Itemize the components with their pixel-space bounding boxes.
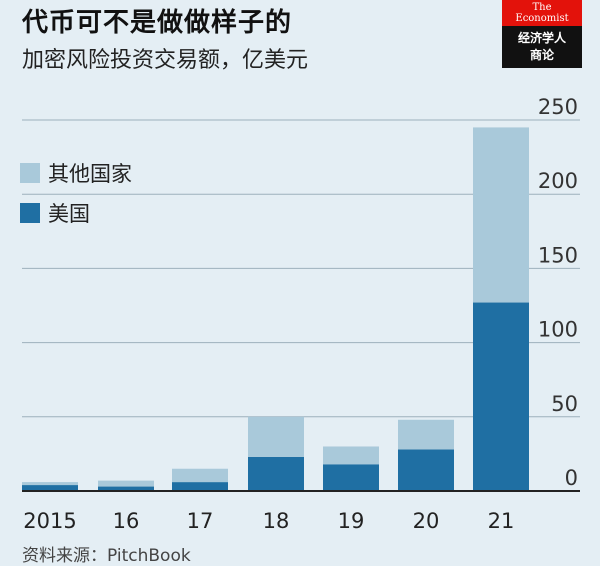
- bar-segment: [323, 446, 379, 465]
- legend: 其他国家 美国: [20, 160, 132, 240]
- x-tick-label: 2015: [23, 509, 76, 533]
- chart-title: 代币可不是做做样子的: [22, 8, 293, 38]
- bar-segment: [248, 416, 304, 457]
- bar-segment: [22, 485, 78, 491]
- bar-segment: [323, 464, 379, 491]
- legend-swatch-other: [20, 163, 40, 183]
- x-tick-label: 21: [488, 509, 515, 533]
- legend-item-other: 其他国家: [20, 160, 132, 186]
- bar-segment: [248, 456, 304, 491]
- bar-segment: [473, 302, 529, 491]
- logo-cn: 经济学人 商论: [502, 30, 582, 64]
- y-tick-label: 150: [538, 243, 578, 267]
- logo-line2: Economist: [515, 13, 569, 24]
- x-tick-label: 18: [263, 509, 290, 533]
- legend-swatch-usa: [20, 203, 40, 223]
- legend-item-usa: 美国: [20, 200, 132, 226]
- bar-segment: [98, 480, 154, 487]
- bar-segment: [172, 482, 228, 491]
- source-note: 资料来源：PitchBook: [22, 546, 191, 566]
- logo-red-block: The Economist: [502, 0, 582, 26]
- x-tick-label: 20: [413, 509, 440, 533]
- y-tick-label: 250: [538, 95, 578, 119]
- x-tick-label: 19: [338, 509, 365, 533]
- bar-segment: [98, 486, 154, 491]
- logo-cn-line2: 商论: [529, 48, 554, 62]
- bar-chart: 0 50 100 150 200 250 2015 16 17 18 19 20 21: [22, 95, 580, 533]
- bar-segment: [172, 468, 228, 483]
- x-tick-label: 17: [187, 509, 214, 533]
- bar-segment: [473, 127, 529, 303]
- x-tick-label: 16: [113, 509, 140, 533]
- legend-label-usa: 美国: [48, 202, 90, 226]
- y-tick-label: 100: [538, 318, 578, 342]
- y-tick-label: 0: [565, 466, 578, 490]
- bar-segment: [22, 482, 78, 486]
- bar-segment: [398, 419, 454, 450]
- bar-segment: [398, 449, 454, 491]
- y-tick-label: 50: [551, 392, 578, 416]
- chart-subtitle: 加密风险投资交易额，亿美元: [22, 48, 309, 73]
- y-tick-label: 200: [538, 169, 578, 193]
- logo-line1: The: [532, 2, 552, 13]
- logo-cn-line1: 经济学人: [517, 31, 566, 45]
- legend-label-other: 其他国家: [48, 162, 132, 186]
- economist-logo: The Economist 经济学人 商论: [502, 0, 582, 68]
